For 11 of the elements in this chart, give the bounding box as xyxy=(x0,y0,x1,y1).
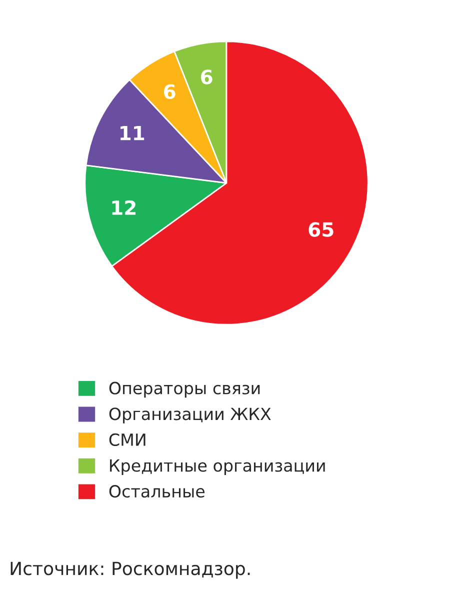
legend-label: Остальные xyxy=(109,484,205,498)
legend-label: Кредитные организации xyxy=(110,459,325,476)
data-label: 12 xyxy=(112,200,136,215)
legend-label: СМИ xyxy=(109,433,146,446)
data-label: 6 xyxy=(201,70,212,84)
data-label: 11 xyxy=(120,126,144,140)
text: Источник: Роскомнадзор. xyxy=(10,562,250,579)
legend-label: Операторы связи xyxy=(109,382,260,398)
data-label: 6 xyxy=(164,84,176,99)
data-label: 65 xyxy=(308,222,334,237)
legend-label: Организации ЖКХ xyxy=(109,408,271,424)
